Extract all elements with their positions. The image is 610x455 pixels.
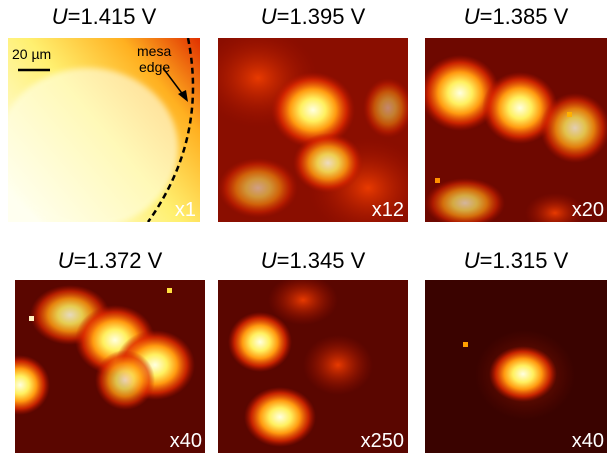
image bbox=[425, 280, 607, 453]
panel-image: x250 bbox=[218, 275, 408, 453]
panel-title: U=1.345 V bbox=[261, 248, 366, 273]
annotation: mesa bbox=[137, 43, 171, 59]
factor-label: x1 bbox=[175, 199, 196, 221]
image bbox=[218, 275, 408, 453]
factor-label: x12 bbox=[372, 199, 404, 221]
scale-bar-label: 20 µm bbox=[12, 46, 51, 62]
panel-image: x40 bbox=[425, 280, 607, 453]
panel-image: x40 bbox=[0, 280, 205, 453]
factor-label: x20 bbox=[572, 199, 604, 221]
panel-title: U=1.385 V bbox=[464, 4, 569, 29]
panel-image: x12 bbox=[198, 28, 428, 238]
image bbox=[0, 280, 205, 453]
factor-label: x40 bbox=[170, 430, 202, 452]
factor-label: x40 bbox=[572, 430, 604, 452]
panel-title: U=1.372 V bbox=[58, 248, 163, 273]
factor-label: x250 bbox=[361, 430, 404, 452]
panel-image: 20 µm mesa edge x1 bbox=[0, 38, 200, 228]
panel-title: U=1.395 V bbox=[261, 4, 366, 29]
figure: U=1.415 V U=1.395 V U=1.385 V U=1.372 V … bbox=[0, 0, 610, 455]
panel-title: U=1.415 V bbox=[52, 4, 157, 29]
annotation: edge bbox=[139, 59, 170, 75]
panel-title: U=1.315 V bbox=[464, 248, 569, 273]
panel-image: x20 bbox=[420, 38, 610, 233]
